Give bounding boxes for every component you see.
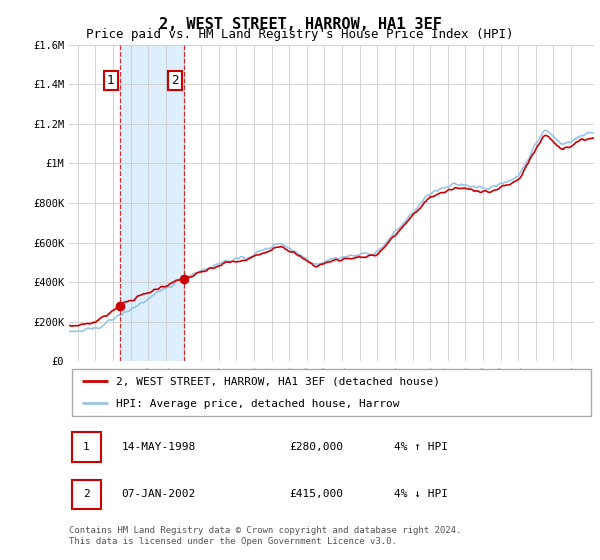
Text: 2, WEST STREET, HARROW, HA1 3EF: 2, WEST STREET, HARROW, HA1 3EF (158, 17, 442, 32)
Text: Price paid vs. HM Land Registry's House Price Index (HPI): Price paid vs. HM Land Registry's House … (86, 28, 514, 41)
Text: HPI: Average price, detached house, Harrow: HPI: Average price, detached house, Harr… (116, 399, 400, 409)
FancyBboxPatch shape (71, 479, 101, 509)
Text: £415,000: £415,000 (290, 489, 343, 499)
FancyBboxPatch shape (71, 369, 592, 416)
Text: 1: 1 (107, 74, 115, 87)
Text: 2, WEST STREET, HARROW, HA1 3EF (detached house): 2, WEST STREET, HARROW, HA1 3EF (detache… (116, 377, 440, 387)
Text: £280,000: £280,000 (290, 442, 343, 452)
Text: 2: 2 (83, 489, 89, 499)
Text: 14-MAY-1998: 14-MAY-1998 (121, 442, 196, 452)
Bar (119, 45, 184, 361)
Text: 07-JAN-2002: 07-JAN-2002 (121, 489, 196, 499)
Text: 2: 2 (172, 74, 179, 87)
Text: 4% ↑ HPI: 4% ↑ HPI (395, 442, 449, 452)
FancyBboxPatch shape (71, 432, 101, 462)
Text: 4% ↓ HPI: 4% ↓ HPI (395, 489, 449, 499)
Text: Contains HM Land Registry data © Crown copyright and database right 2024.
This d: Contains HM Land Registry data © Crown c… (69, 526, 461, 546)
Text: 1: 1 (83, 442, 89, 452)
